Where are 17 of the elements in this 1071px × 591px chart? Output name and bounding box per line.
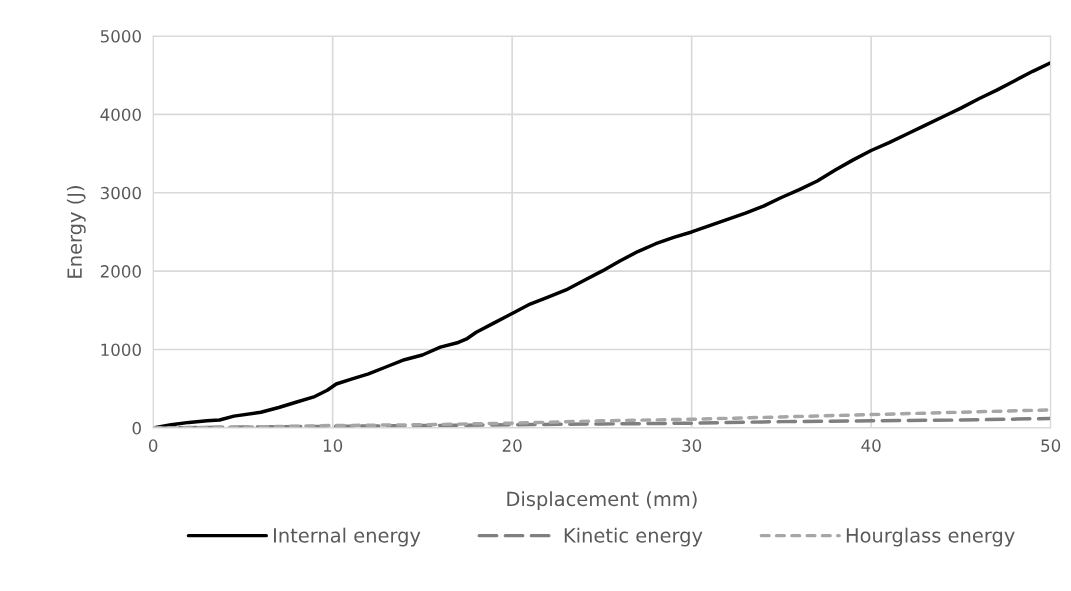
x-tick-label: 10 bbox=[323, 439, 343, 452]
y-tick-label: 4000 bbox=[100, 108, 141, 121]
y-tick-label: 5000 bbox=[100, 30, 141, 43]
y-tick-label: 1000 bbox=[101, 343, 141, 357]
x-tick-label: 20 bbox=[502, 439, 522, 452]
legend-label: Hourglass energy bbox=[846, 527, 1015, 547]
y-tick-label: 3000 bbox=[100, 186, 141, 200]
x-tick-label: 0 bbox=[148, 439, 158, 452]
x-axis-title: Displacement (mm) bbox=[507, 491, 697, 511]
x-tick-label: 50 bbox=[1041, 439, 1061, 452]
y-axis-title: Energy (J) bbox=[66, 186, 86, 278]
x-tick-label: 30 bbox=[682, 439, 702, 452]
legend-label: Kinetic energy bbox=[564, 527, 703, 547]
legend-label: Internal energy bbox=[274, 527, 421, 547]
y-tick-label: 0 bbox=[132, 421, 141, 435]
x-tick-label: 40 bbox=[861, 439, 881, 452]
y-tick-label: 2000 bbox=[100, 265, 141, 278]
